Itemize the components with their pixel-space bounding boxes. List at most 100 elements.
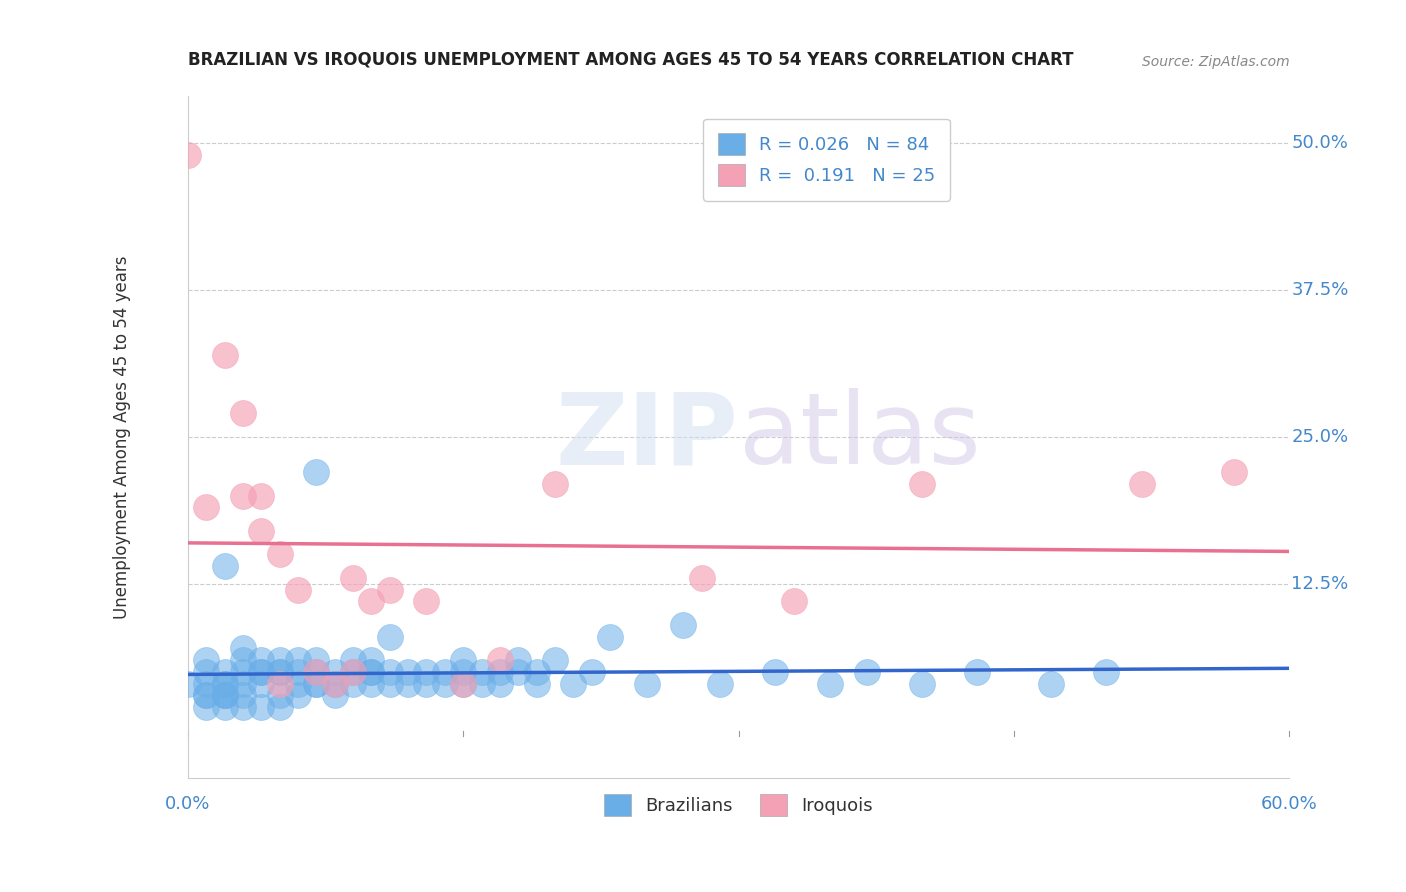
- Point: [195, 700, 218, 714]
- Point: [526, 676, 548, 690]
- Text: 0.0%: 0.0%: [165, 795, 211, 814]
- Point: [269, 547, 291, 561]
- Point: [250, 489, 273, 503]
- Point: [195, 676, 218, 690]
- Point: [269, 689, 291, 703]
- Point: [342, 653, 364, 667]
- Point: [269, 676, 291, 690]
- Point: [250, 700, 273, 714]
- Point: [342, 665, 364, 679]
- Point: [1132, 476, 1154, 491]
- Point: [232, 665, 254, 679]
- Point: [1094, 665, 1116, 679]
- Point: [378, 582, 401, 597]
- Point: [232, 406, 254, 420]
- Point: [360, 665, 382, 679]
- Point: [232, 700, 254, 714]
- Text: atlas: atlas: [738, 388, 980, 485]
- Point: [470, 665, 492, 679]
- Point: [232, 676, 254, 690]
- Point: [342, 665, 364, 679]
- Point: [305, 665, 328, 679]
- Point: [360, 653, 382, 667]
- Point: [342, 676, 364, 690]
- Point: [214, 689, 236, 703]
- Point: [433, 665, 456, 679]
- Point: [636, 676, 658, 690]
- Point: [195, 653, 218, 667]
- Point: [305, 676, 328, 690]
- Point: [581, 665, 603, 679]
- Point: [250, 665, 273, 679]
- Point: [378, 665, 401, 679]
- Point: [690, 571, 713, 585]
- Legend: Brazilians, Iroquois: Brazilians, Iroquois: [596, 787, 880, 823]
- Point: [323, 676, 346, 690]
- Text: 25.0%: 25.0%: [1292, 428, 1348, 446]
- Point: [820, 676, 842, 690]
- Point: [672, 617, 695, 632]
- Point: [966, 665, 988, 679]
- Point: [323, 689, 346, 703]
- Point: [195, 665, 218, 679]
- Point: [451, 665, 474, 679]
- Point: [250, 653, 273, 667]
- Point: [214, 348, 236, 362]
- Point: [451, 676, 474, 690]
- Point: [214, 689, 236, 703]
- Text: 12.5%: 12.5%: [1292, 574, 1348, 592]
- Text: 50.0%: 50.0%: [1292, 134, 1348, 153]
- Point: [526, 665, 548, 679]
- Point: [250, 665, 273, 679]
- Point: [214, 689, 236, 703]
- Point: [1223, 465, 1246, 479]
- Point: [360, 594, 382, 608]
- Point: [415, 676, 437, 690]
- Point: [544, 653, 567, 667]
- Point: [305, 676, 328, 690]
- Point: [214, 665, 236, 679]
- Point: [451, 676, 474, 690]
- Point: [470, 676, 492, 690]
- Point: [250, 524, 273, 538]
- Point: [232, 689, 254, 703]
- Point: [709, 676, 731, 690]
- Text: 60.0%: 60.0%: [1261, 795, 1317, 814]
- Point: [856, 665, 879, 679]
- Point: [396, 676, 419, 690]
- Point: [177, 148, 200, 162]
- Point: [360, 676, 382, 690]
- Point: [287, 582, 309, 597]
- Point: [508, 665, 530, 679]
- Text: Unemployment Among Ages 45 to 54 years: Unemployment Among Ages 45 to 54 years: [112, 255, 131, 619]
- Point: [287, 676, 309, 690]
- Point: [911, 476, 934, 491]
- Point: [232, 489, 254, 503]
- Point: [232, 641, 254, 656]
- Point: [562, 676, 585, 690]
- Point: [489, 676, 512, 690]
- Point: [415, 665, 437, 679]
- Point: [232, 653, 254, 667]
- Point: [250, 676, 273, 690]
- Point: [305, 665, 328, 679]
- Point: [195, 689, 218, 703]
- Point: [378, 676, 401, 690]
- Point: [287, 689, 309, 703]
- Text: 37.5%: 37.5%: [1292, 281, 1348, 299]
- Point: [360, 665, 382, 679]
- Point: [396, 665, 419, 679]
- Text: Source: ZipAtlas.com: Source: ZipAtlas.com: [1142, 55, 1289, 69]
- Point: [195, 500, 218, 515]
- Point: [305, 465, 328, 479]
- Point: [214, 676, 236, 690]
- Point: [763, 665, 786, 679]
- Point: [269, 700, 291, 714]
- Point: [1039, 676, 1062, 690]
- Point: [599, 630, 621, 644]
- Point: [269, 665, 291, 679]
- Point: [323, 665, 346, 679]
- Point: [433, 676, 456, 690]
- Point: [508, 653, 530, 667]
- Point: [782, 594, 804, 608]
